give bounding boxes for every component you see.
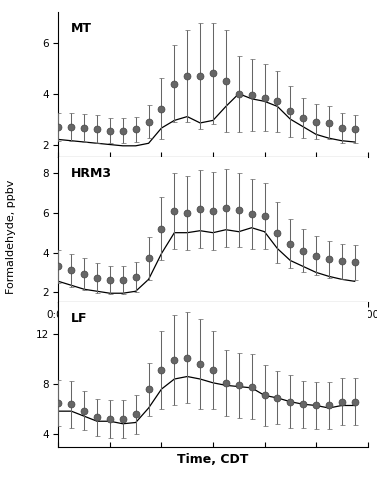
Text: HRM3: HRM3 <box>71 167 112 180</box>
Text: MT: MT <box>71 23 92 36</box>
X-axis label: Time, CDT: Time, CDT <box>177 453 249 466</box>
Text: Formaldehyde, ppbv: Formaldehyde, ppbv <box>6 180 16 294</box>
Text: LF: LF <box>71 312 87 326</box>
